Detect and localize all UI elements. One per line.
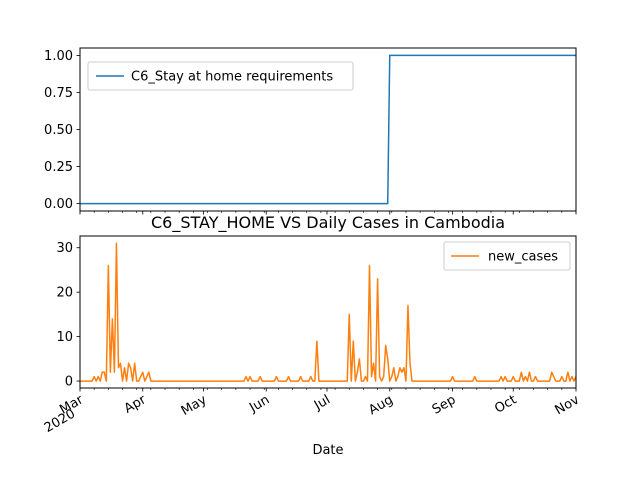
bottom-chart-title: C6_STAY_HOME VS Daily Cases in Cambodia	[151, 213, 505, 233]
bottom-legend: new_cases	[443, 241, 571, 271]
bottom-y-ticks: 0 10 20 30	[56, 241, 80, 390]
top-y-tick-label: 0.75	[44, 86, 73, 101]
bottom-x-axis-label: Date	[312, 443, 343, 458]
bottom-y-tick-label: 20	[56, 286, 73, 301]
top-y-tick-label: 0.00	[44, 197, 73, 212]
bottom-legend-box	[443, 241, 571, 271]
top-y-tick-label: 1.00	[44, 49, 73, 64]
bottom-y-tick-label: 10	[56, 330, 73, 345]
top-y-tick-label: 0.50	[44, 123, 73, 138]
top-series-line	[80, 54, 576, 205]
bottom-series-line	[80, 242, 577, 382]
bottom-y-tick-label: 30	[56, 241, 73, 256]
top-y-ticks: 0.00 0.25 0.50 0.75 1.00	[44, 49, 80, 212]
top-y-tick-label: 0.25	[44, 160, 73, 175]
top-legend-box	[87, 61, 354, 91]
top-axes-frame	[79, 47, 577, 212]
bottom-y-tick-label: 0	[65, 375, 73, 390]
top-axes: 0.00 0.25 0.50 0.75 1.00 C6_Stay at home req…	[44, 47, 577, 215]
bottom-x-tick-label: Jul	[311, 392, 333, 413]
bottom-legend-label: new_cases	[488, 250, 558, 265]
top-legend-label: C6_Stay at home requirements	[131, 70, 333, 85]
bottom-axes-frame	[79, 235, 577, 389]
top-legend: C6_Stay at home requirements	[87, 61, 354, 91]
